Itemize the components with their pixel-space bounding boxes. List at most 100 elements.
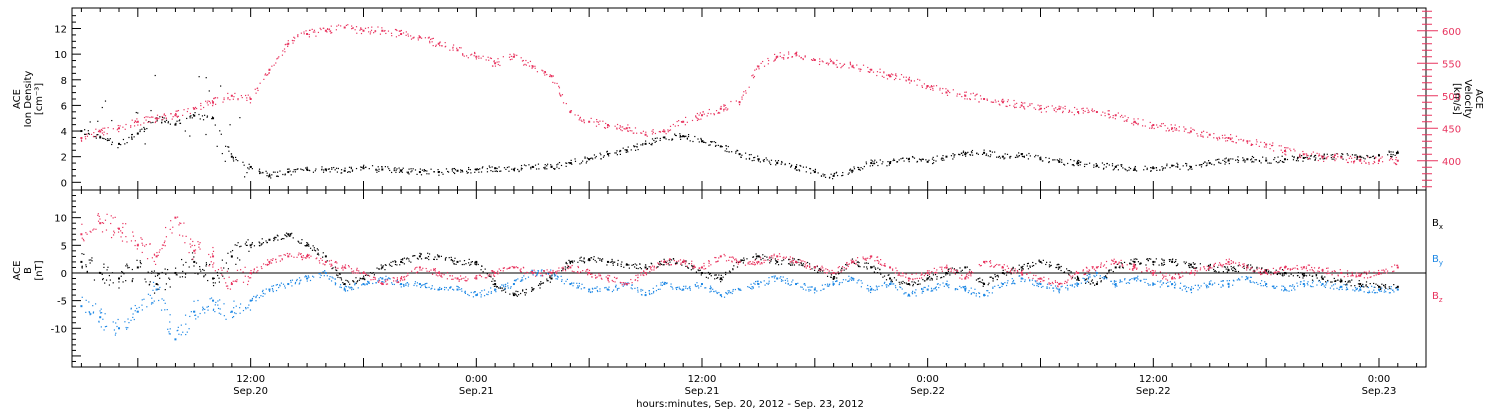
- by-scatter-dot: [1345, 289, 1347, 291]
- by-scatter-dot: [804, 283, 806, 285]
- velocity-scatter-dot: [311, 28, 313, 30]
- density-scatter-dot: [1156, 169, 1158, 171]
- bx-scatter-dot: [445, 256, 447, 259]
- density-scatter-dot: [1292, 159, 1295, 161]
- density-scatter-dot: [1098, 166, 1100, 168]
- bx-scatter-dot: [568, 259, 570, 262]
- by-scatter-dot: [978, 292, 980, 294]
- by-scatter-dot: [847, 280, 849, 283]
- by-scatter-dot: [554, 275, 556, 277]
- velocity-scatter-dot: [774, 53, 776, 56]
- density-scatter-dot: [407, 172, 409, 174]
- by-scatter-dot: [499, 286, 501, 288]
- by-scatter-dot: [978, 292, 981, 294]
- by-scatter-dot: [1379, 290, 1381, 292]
- velocity-scatter-dot: [1062, 107, 1064, 109]
- density-scatter-dot: [942, 157, 944, 160]
- density-scatter-dot: [1061, 159, 1063, 161]
- density-scatter-dot: [964, 151, 966, 154]
- bx-scatter-dot: [1335, 279, 1337, 282]
- density-scatter-dot: [671, 139, 673, 141]
- bx-scatter-dot: [1360, 285, 1363, 288]
- by-scatter-dot: [343, 287, 346, 289]
- bx-scatter-dot: [222, 275, 224, 277]
- bx-scatter-dot: [285, 235, 287, 237]
- bx-scatter-dot: [1324, 276, 1326, 278]
- density-scatter-dot: [841, 175, 843, 177]
- bx-scatter-dot: [633, 266, 636, 268]
- velocity-point: [907, 78, 910, 81]
- velocity-scatter-dot: [1062, 110, 1064, 112]
- velocity-scatter-dot: [1290, 150, 1292, 152]
- density-scatter-dot: [1378, 154, 1380, 156]
- velocity-scatter-dot: [268, 72, 270, 74]
- bx-scatter-dot: [164, 289, 166, 291]
- velocity-scatter-dot: [1207, 136, 1209, 138]
- density-scatter-dot: [748, 158, 751, 160]
- by-scatter-dot: [367, 281, 369, 284]
- velocity-scatter-dot: [956, 93, 959, 95]
- by-scatter-dot: [102, 318, 104, 320]
- by-scatter-dot: [1052, 290, 1055, 292]
- bx-scatter-dot: [85, 264, 87, 266]
- by-scatter-dot: [787, 282, 789, 285]
- density-scatter-dot: [189, 115, 191, 118]
- density-scatter-dot: [710, 141, 713, 143]
- by-scatter-dot: [218, 312, 220, 314]
- bx-scatter-dot: [161, 271, 163, 274]
- velocity-scatter-dot: [903, 76, 905, 78]
- by-scatter-dot: [659, 288, 661, 290]
- density-point: [1039, 158, 1042, 161]
- by-scatter-dot: [1136, 280, 1138, 282]
- density-scatter-dot: [1224, 163, 1226, 165]
- density-scatter-dot: [324, 168, 327, 170]
- by-scatter-dot: [340, 286, 342, 289]
- bx-scatter-dot: [1297, 274, 1299, 277]
- density-scatter-dot: [805, 171, 807, 173]
- by-scatter-dot: [440, 287, 443, 290]
- bz-scatter-dot: [114, 216, 116, 218]
- velocity-scatter-dot: [327, 28, 329, 30]
- bz-point: [1020, 271, 1023, 274]
- bx-point: [418, 255, 421, 258]
- by-scatter-dot: [136, 307, 138, 310]
- velocity-scatter-dot: [137, 124, 139, 126]
- density-scatter-dot: [376, 169, 378, 171]
- velocity-scatter-dot: [351, 28, 353, 30]
- bx-scatter-dot: [725, 271, 727, 273]
- density-scatter-dot: [1354, 154, 1356, 156]
- bx-scatter-dot: [1148, 258, 1150, 260]
- velocity-scatter-dot: [1102, 111, 1104, 113]
- density-scatter-dot: [176, 120, 178, 122]
- bx-scatter-dot: [1026, 265, 1029, 267]
- by-scatter-dot: [1031, 279, 1034, 281]
- density-scatter-dot: [888, 164, 890, 166]
- velocity-scatter-dot: [1164, 124, 1166, 127]
- density-scatter-dot: [1146, 167, 1148, 169]
- density-scatter-dot: [274, 171, 276, 173]
- by-scatter-dot: [202, 308, 204, 310]
- bx-scatter-dot: [1146, 258, 1148, 260]
- density-scatter-dot: [1213, 164, 1215, 166]
- velocity-scatter-dot: [961, 95, 963, 98]
- density-scatter-dot: [530, 166, 532, 168]
- by-scatter-dot: [103, 329, 105, 331]
- density-scatter-dot: [260, 172, 262, 174]
- density-point: [625, 149, 628, 152]
- velocity-scatter-dot: [583, 120, 585, 122]
- by-scatter-dot: [1355, 288, 1358, 291]
- density-scatter-dot: [981, 153, 984, 156]
- bx-scatter-dot: [482, 271, 484, 273]
- by-scatter-dot: [768, 280, 770, 282]
- bx-scatter-dot: [474, 262, 476, 264]
- by-scatter-dot: [361, 284, 363, 286]
- density-scatter-dot: [751, 160, 753, 162]
- by-scatter-dot: [284, 287, 286, 289]
- velocity-scatter-dot: [619, 125, 621, 127]
- density-scatter-dot: [1373, 157, 1376, 160]
- bx-scatter-dot: [957, 272, 959, 274]
- by-scatter-dot: [104, 326, 107, 328]
- density-scatter-dot: [857, 168, 860, 171]
- density-scatter-dot: [148, 121, 150, 123]
- density-scatter-dot: [999, 157, 1001, 159]
